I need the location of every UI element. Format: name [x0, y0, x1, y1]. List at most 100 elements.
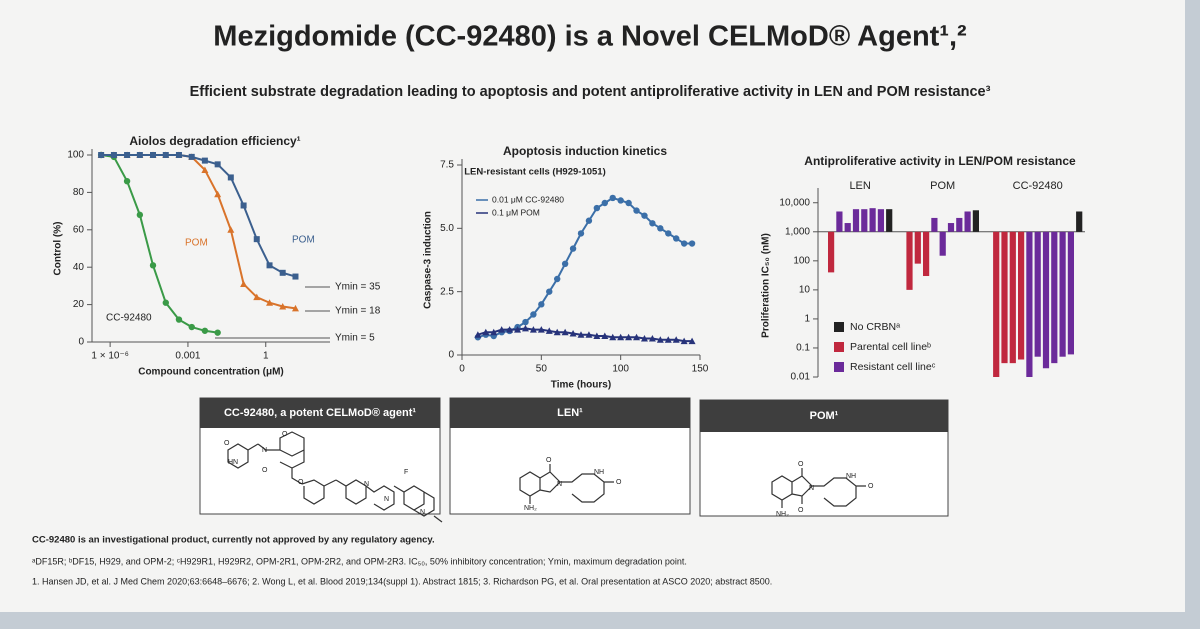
point: [227, 226, 235, 233]
point: [474, 331, 482, 338]
atom: O: [868, 483, 874, 490]
point: [617, 333, 625, 341]
chart-title: Aiolos degradation efficiency¹: [129, 134, 300, 148]
point: [136, 152, 143, 158]
legend-swatch: [834, 342, 844, 352]
bar: [1059, 231, 1066, 357]
series-label: POM: [185, 238, 208, 249]
point: [641, 212, 648, 219]
point: [601, 332, 609, 339]
chart-title: Antiproliferative activity in LEN/POM re…: [804, 154, 1076, 168]
x-tick-label: 1 × 10⁻⁶: [91, 351, 128, 362]
point: [175, 316, 183, 323]
y-tick-label: 40: [73, 262, 85, 273]
point: [214, 329, 221, 336]
point: [136, 211, 144, 219]
bar: [931, 217, 938, 232]
bar: [861, 209, 868, 232]
atom: NH₂: [524, 505, 537, 512]
point: [672, 336, 680, 343]
bar: [1001, 231, 1008, 364]
y-tick-label: 7.5: [440, 160, 454, 171]
structure-title: CC-92480, a potent CELMoD® agent¹: [224, 407, 416, 419]
point: [214, 190, 222, 198]
series-label: CC-92480: [106, 313, 152, 324]
point: [561, 260, 569, 267]
y-tick-label: 20: [73, 299, 85, 310]
y-tick-label: 1: [804, 314, 810, 325]
point: [665, 230, 672, 237]
y-tick-label: 100: [793, 255, 810, 266]
bar: [1051, 231, 1058, 364]
series-line: [100, 154, 218, 334]
bar: [906, 231, 913, 290]
bar: [886, 209, 893, 232]
point: [546, 288, 553, 295]
point: [680, 240, 688, 247]
point: [514, 326, 522, 333]
series-label: POM: [292, 235, 315, 246]
atom: O: [546, 457, 552, 464]
bar: [877, 209, 884, 232]
y-axis-label: Proliferation IC₅₀ (nM): [761, 233, 772, 338]
legend-label: 0.01 μM CC-92480: [492, 194, 564, 204]
point: [490, 328, 498, 336]
atom: N: [420, 509, 425, 516]
y-tick-label: 100: [67, 150, 84, 161]
bar: [844, 223, 851, 232]
bar: [947, 223, 955, 232]
point: [253, 236, 260, 243]
atom: N: [262, 447, 267, 454]
point: [625, 333, 633, 341]
group-label: LEN: [849, 180, 870, 192]
point: [291, 304, 299, 312]
atom: F: [404, 469, 408, 476]
point: [688, 337, 696, 345]
point: [593, 204, 601, 212]
y-tick-label: 60: [73, 224, 85, 235]
structure-title: LEN¹: [557, 407, 583, 419]
point: [124, 152, 131, 158]
atom: O: [262, 467, 268, 474]
point: [577, 230, 585, 237]
point: [175, 152, 182, 158]
point: [201, 327, 209, 334]
point: [538, 301, 545, 308]
y-tick-label: 0.1: [796, 343, 810, 354]
y-tick-label: 1,000: [785, 226, 810, 237]
point: [537, 326, 545, 333]
point: [98, 152, 105, 158]
bar: [1018, 231, 1025, 360]
structure-cc92480: O HN O N O O N N F N: [224, 431, 443, 523]
atom: O: [798, 461, 804, 468]
point: [585, 331, 593, 338]
y-tick-label: 80: [73, 187, 85, 198]
point: [123, 177, 131, 185]
atom: N: [809, 485, 814, 492]
point: [279, 269, 286, 276]
footnote: CC-92480 is an investigational product, …: [32, 535, 435, 546]
y-tick-label: 10,000: [779, 197, 810, 208]
point: [150, 152, 157, 158]
x-tick-label: 100: [612, 364, 629, 375]
atom: NH: [594, 469, 604, 476]
structure-title: POM¹: [810, 410, 839, 422]
point: [188, 323, 195, 331]
point: [633, 207, 640, 214]
point: [577, 331, 585, 338]
y-axis-label: Caspase-3 induction: [423, 211, 434, 309]
point: [625, 199, 632, 207]
point: [201, 157, 208, 164]
legend-swatch: [834, 322, 844, 332]
atom: O: [298, 479, 304, 486]
atom: NH: [846, 473, 856, 480]
point: [149, 262, 157, 269]
footnote: ᵃDF15R; ᵇDF15, H929, and OPM-2; ᶜH929R1,…: [32, 556, 687, 566]
bar: [1009, 231, 1016, 364]
bar: [1026, 231, 1033, 377]
point: [162, 299, 169, 306]
bar: [1067, 231, 1074, 355]
point: [240, 280, 248, 288]
point: [569, 245, 577, 252]
